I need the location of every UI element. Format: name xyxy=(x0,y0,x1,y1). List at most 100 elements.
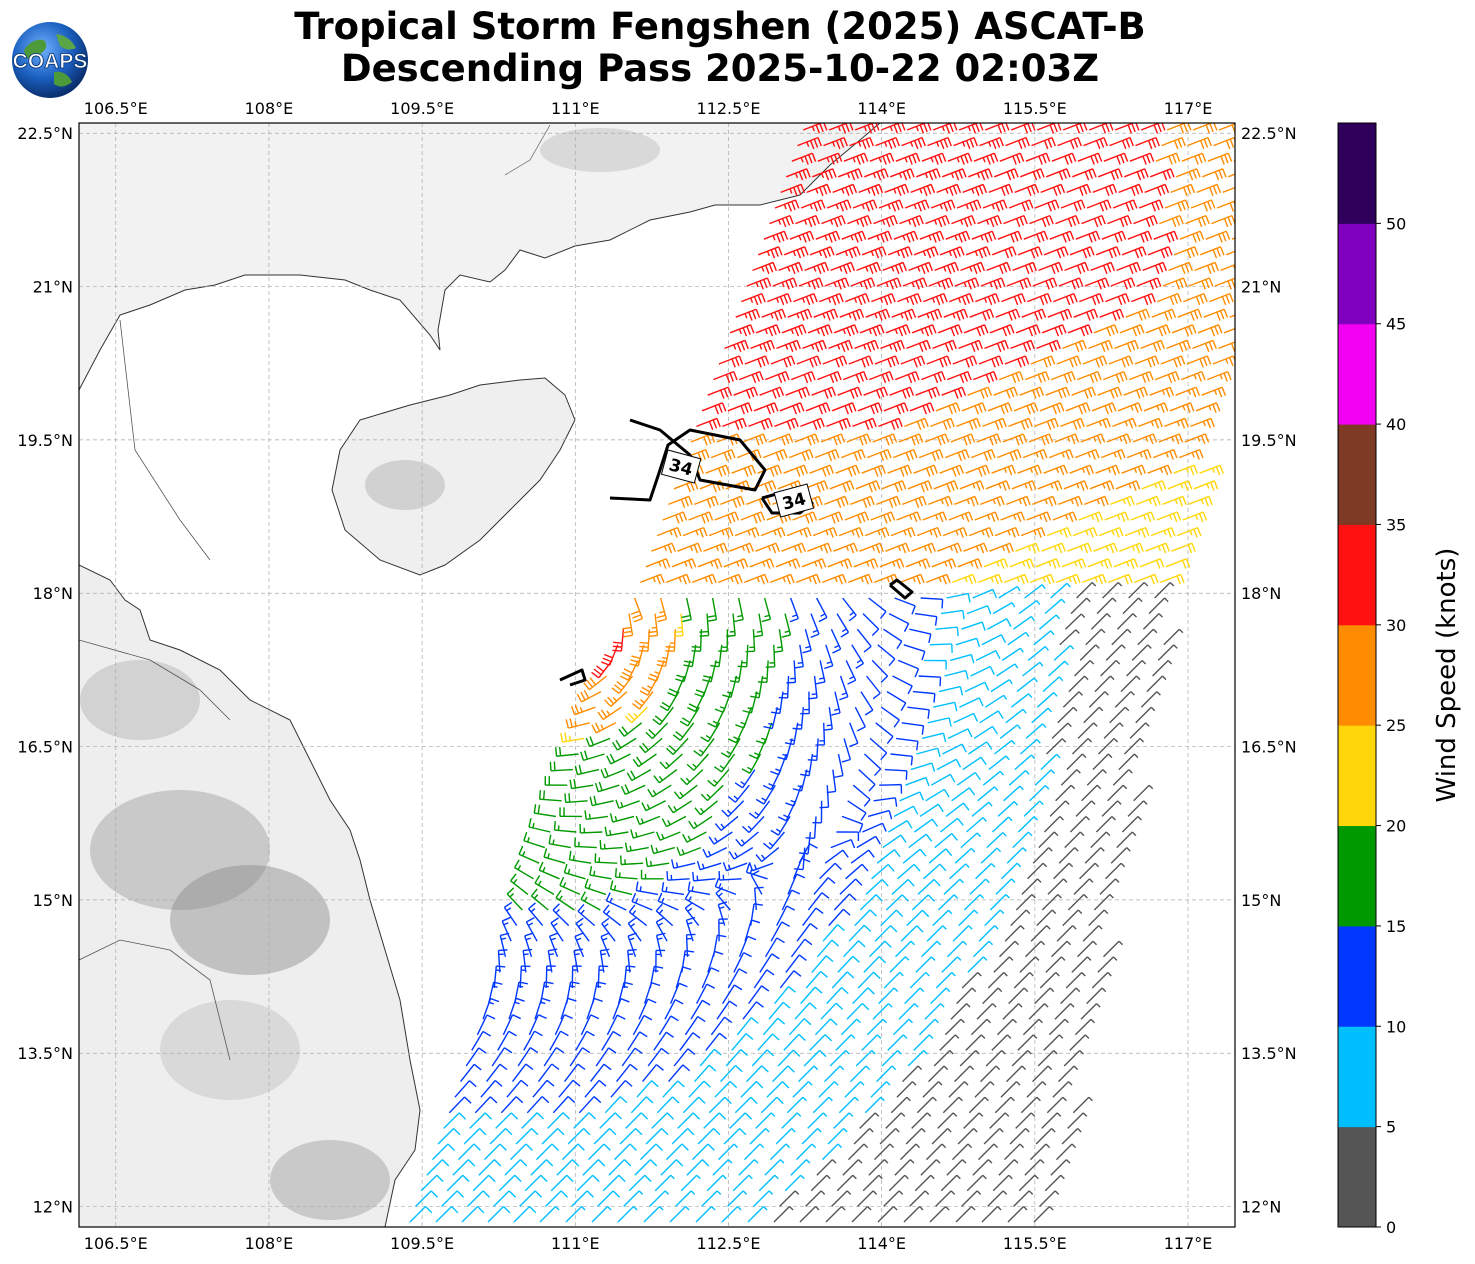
wind-barb-half-flag xyxy=(1100,847,1105,852)
wind-barb xyxy=(513,1205,537,1223)
wind-barb-flag xyxy=(849,742,859,748)
wind-barb xyxy=(973,725,999,739)
wind-barb-staff xyxy=(768,1001,784,1020)
wind-barb xyxy=(717,901,728,926)
wind-barb-staff xyxy=(1037,1049,1055,1067)
wind-barb xyxy=(822,355,848,368)
wind-barb-half-flag xyxy=(961,1159,967,1164)
wind-barb-flag xyxy=(1184,418,1189,428)
wind-barb-half-flag xyxy=(1115,659,1121,665)
wind-barb-staff xyxy=(947,728,969,740)
wind-barb xyxy=(552,903,570,927)
wind-barb xyxy=(736,1017,759,1036)
wind-barb-half-flag xyxy=(964,577,968,583)
wind-barb xyxy=(1018,600,1041,615)
wind-barb-flag xyxy=(508,1030,517,1037)
wind-barb-flag xyxy=(907,464,912,474)
wind-barb xyxy=(893,805,919,818)
wind-barb-half-flag xyxy=(576,937,582,941)
wind-barb-staff xyxy=(935,1190,952,1207)
wind-barb-flag xyxy=(916,421,922,430)
wind-barb xyxy=(779,1190,800,1207)
wind-barb-flag xyxy=(821,892,830,899)
wind-barb-half-flag xyxy=(1065,1159,1071,1164)
wind-barb-half-flag xyxy=(715,545,720,552)
wind-barb-flag xyxy=(563,863,568,873)
wind-barb-staff xyxy=(426,1159,443,1176)
wind-barb-flag xyxy=(734,421,740,430)
wind-barb-flag xyxy=(1063,464,1068,474)
wind-barb-flag xyxy=(1057,480,1063,490)
wind-barb-half-flag xyxy=(834,577,838,583)
wind-barb-flag xyxy=(748,862,754,871)
wind-barb xyxy=(1006,847,1027,864)
wind-barb-flag xyxy=(740,405,745,415)
wind-barb-staff xyxy=(838,526,860,537)
wind-barb xyxy=(593,1127,617,1145)
land-mainland xyxy=(79,123,881,391)
wind-barb-flag xyxy=(1217,324,1223,334)
wind-barb-flag xyxy=(950,327,956,337)
wind-barb-staff xyxy=(874,925,892,942)
wind-barb-flag xyxy=(1149,371,1154,381)
wind-barb-flag xyxy=(1040,527,1046,537)
wind-barb xyxy=(1134,355,1160,368)
wind-barb-half-flag xyxy=(874,1112,880,1117)
wind-barb xyxy=(929,1205,950,1223)
wind-barb-staff xyxy=(994,1096,1012,1114)
wind-barb-flag xyxy=(722,861,728,871)
wind-barb-flag xyxy=(1126,343,1132,352)
wind-barb-flag xyxy=(872,692,881,700)
wind-barb xyxy=(1113,558,1139,569)
wind-barb-staff xyxy=(930,987,947,1005)
wind-barb-flag xyxy=(1143,450,1148,460)
wind-barb-flag xyxy=(878,956,887,964)
wind-barb-half-flag xyxy=(966,1003,971,1008)
wind-barb-staff xyxy=(741,831,759,847)
wind-barb xyxy=(1164,417,1189,429)
wind-barb xyxy=(978,925,999,942)
wind-barb-flag xyxy=(601,917,610,925)
wind-barb xyxy=(1007,1205,1028,1223)
wind-barb-flag xyxy=(814,433,820,443)
wind-barb xyxy=(459,1063,482,1083)
wind-barb-flag xyxy=(589,736,594,746)
wind-barb-flag xyxy=(888,499,894,508)
wind-barb-flag xyxy=(714,950,724,955)
wind-barb-flag xyxy=(942,733,947,743)
wind-barb-flag xyxy=(602,904,610,913)
wind-barb-flag xyxy=(939,863,947,872)
wind-barb-staff xyxy=(940,1174,958,1192)
wind-barb xyxy=(979,710,1004,724)
wind-barb-flag xyxy=(839,357,844,367)
wind-barb-staff xyxy=(1036,692,1055,708)
wind-barb-half-flag xyxy=(1139,737,1145,743)
wind-barb-staff xyxy=(1105,862,1122,880)
wind-barb-flag xyxy=(574,704,580,714)
wind-barb-staff xyxy=(731,1033,747,1051)
wind-barb-flag xyxy=(881,310,887,320)
wind-barb-half-flag xyxy=(833,1081,839,1086)
wind-barb xyxy=(995,308,1021,321)
wind-barb-half-flag xyxy=(1024,483,1028,489)
wind-barb xyxy=(919,803,944,817)
wind-barb-staff xyxy=(758,675,764,698)
wind-barb xyxy=(1110,495,1135,507)
wind-barb-half-flag xyxy=(812,629,818,633)
wind-barb xyxy=(1117,402,1143,413)
wind-barb-staff xyxy=(790,938,806,958)
wind-barb-flag xyxy=(508,1190,517,1198)
wind-barb xyxy=(666,737,689,756)
wind-barb xyxy=(987,618,1012,630)
wind-barb-half-flag xyxy=(845,1049,850,1055)
wind-barb-flag xyxy=(1239,340,1242,348)
wind-barb-flag xyxy=(1031,544,1037,554)
wind-barb-half-flag xyxy=(1036,1096,1041,1102)
wind-barb xyxy=(953,712,979,724)
wind-barb-flag xyxy=(473,1143,481,1151)
wind-barb-flag xyxy=(742,327,748,337)
wind-barb-staff xyxy=(903,644,925,653)
wind-barb-flag xyxy=(631,702,640,710)
wind-barb-staff xyxy=(961,1190,978,1207)
wind-barb xyxy=(655,932,666,957)
